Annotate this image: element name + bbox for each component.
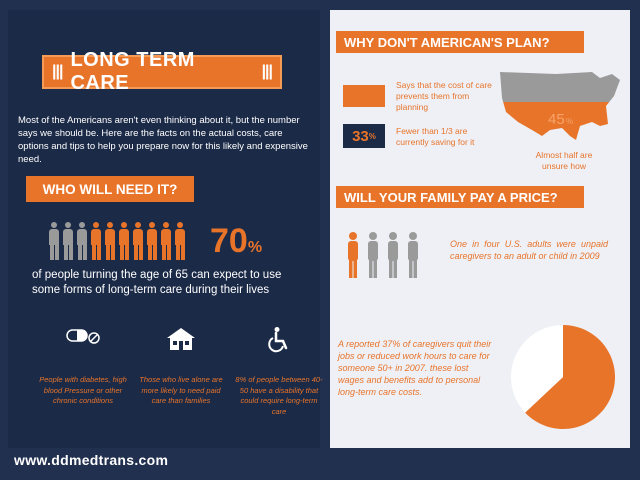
person-icon [48,222,60,262]
banner-bars-right: ||| [261,63,273,80]
house-icon [167,328,195,350]
family-text: One in four U.S. adults were unpaid care… [450,239,608,261]
risk-item: 8% of people between 40-50 have a disabi… [234,326,324,417]
risk-item: Those who live alone are more likely to … [136,326,226,407]
family-heading: WILL YOUR FAMILY PAY A PRICE? [336,186,584,208]
person-icon [174,222,186,262]
family-icon [348,232,418,278]
person-icon [62,222,74,262]
intro-text: Most of the Americans aren't even thinki… [18,115,308,165]
map-value: 45 [548,111,565,128]
saving-unit: % [368,131,376,141]
person-icon [90,222,102,262]
person-icon [132,222,144,262]
map-unit: % [566,117,573,126]
family-figures [368,232,418,278]
saving-text: Fewer than 1/3 are currently saving for … [396,126,475,147]
who-heading: WHO WILL NEED IT? [26,176,194,202]
stat-text: of people turning the age of 65 can expe… [32,269,282,296]
usa-map: 45 % [500,72,620,140]
cost-text: Says that the cost of care prevents them… [396,80,492,112]
person-icon [146,222,158,262]
stat-percent: 70% [210,222,262,261]
saving-stat: 33% [343,124,385,148]
map-upper [500,72,620,102]
stat-value: 70 [210,222,248,260]
map-caption: Almost half are unsure how [535,150,593,171]
risk-caption: People with diabetes, high blood Pressur… [39,375,127,405]
website-link[interactable]: www.ddmedtrans.com [14,452,169,468]
risk-caption: Those who live alone are more likely to … [139,375,223,405]
person-icon [160,222,172,262]
person-icon [118,222,130,262]
banner-bars-left: ||| [52,63,63,80]
caregiver-text: A reported 37% of caregivers quit their … [338,339,492,397]
plan-heading: WHY DON'T AMERICAN'S PLAN? [336,31,584,53]
caregiver-figure [348,232,358,278]
person-icon [104,222,116,262]
page-title: LONG TERM CARE [70,49,195,94]
caregiver-pie [511,325,615,429]
pie-remaining-slice [525,325,615,429]
wheelchair-icon [268,327,288,353]
title-banner: ||| LONG TERM CARE ||| [42,49,282,94]
person-icon [76,222,88,262]
people-row [48,222,186,262]
risk-caption: 8% of people between 40-50 have a disabi… [235,375,323,416]
risk-item: People with diabetes, high blood Pressur… [38,326,128,407]
cost-bar [343,85,385,107]
pill-icon [66,329,100,344]
saving-value: 33 [352,127,369,145]
pie-quit-slice [511,325,563,413]
stat-unit: % [247,239,263,256]
